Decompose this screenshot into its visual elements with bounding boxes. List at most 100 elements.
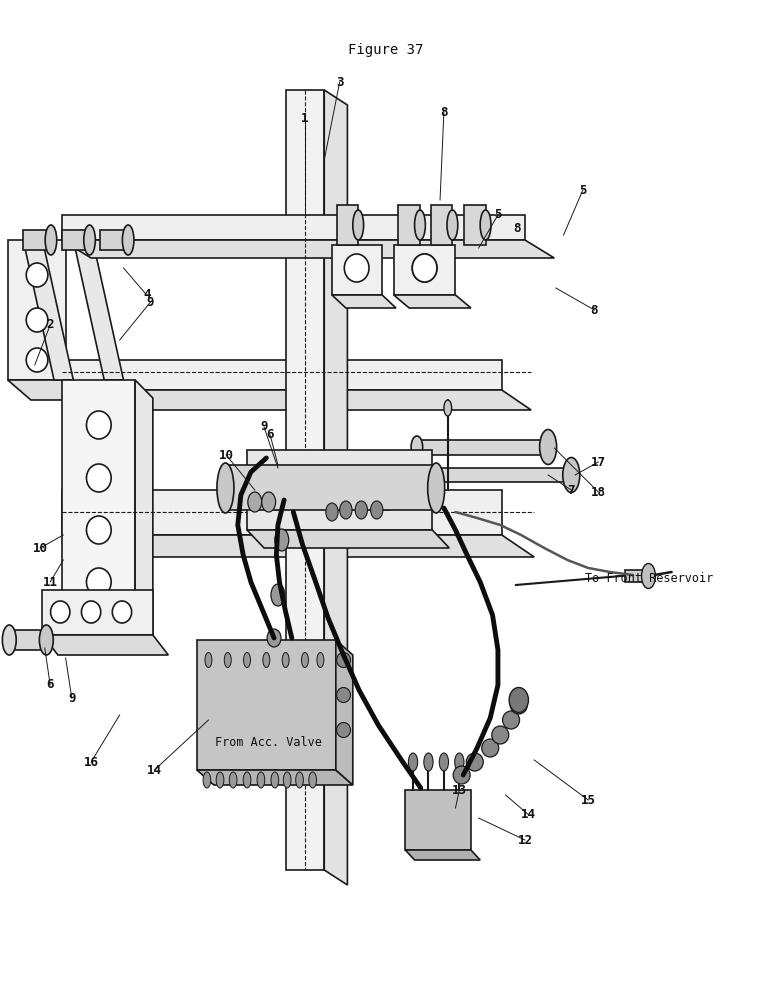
Polygon shape <box>394 245 455 295</box>
Text: 8: 8 <box>513 222 521 234</box>
Ellipse shape <box>503 711 520 729</box>
Ellipse shape <box>271 584 285 606</box>
Polygon shape <box>42 635 168 655</box>
Polygon shape <box>337 205 358 245</box>
Text: 14: 14 <box>147 764 162 776</box>
Ellipse shape <box>39 625 53 655</box>
Polygon shape <box>336 640 353 785</box>
Text: 17: 17 <box>591 456 606 468</box>
Text: From Acc. Valve: From Acc. Valve <box>215 736 321 748</box>
Polygon shape <box>8 240 66 380</box>
Ellipse shape <box>455 753 464 771</box>
Ellipse shape <box>86 464 111 492</box>
Ellipse shape <box>453 766 470 784</box>
Polygon shape <box>286 90 324 870</box>
Ellipse shape <box>424 753 433 771</box>
Ellipse shape <box>482 739 499 757</box>
Text: 9: 9 <box>147 296 154 308</box>
Ellipse shape <box>283 653 289 668</box>
Ellipse shape <box>86 411 111 439</box>
Text: 3: 3 <box>336 76 344 89</box>
Polygon shape <box>394 295 471 308</box>
Polygon shape <box>62 490 502 535</box>
Text: 8: 8 <box>440 105 448 118</box>
Polygon shape <box>62 390 531 410</box>
Polygon shape <box>431 205 452 245</box>
Ellipse shape <box>355 501 367 519</box>
Polygon shape <box>42 590 153 635</box>
Ellipse shape <box>262 470 290 510</box>
Ellipse shape <box>216 772 224 788</box>
Polygon shape <box>9 630 46 650</box>
Text: 18: 18 <box>591 486 606 498</box>
Ellipse shape <box>86 568 111 596</box>
Ellipse shape <box>408 753 418 771</box>
Text: 5: 5 <box>494 209 502 222</box>
Ellipse shape <box>51 601 69 623</box>
Polygon shape <box>62 240 554 258</box>
Ellipse shape <box>510 696 527 714</box>
Ellipse shape <box>217 463 234 513</box>
Ellipse shape <box>309 772 317 788</box>
Ellipse shape <box>318 470 346 510</box>
Text: 6: 6 <box>266 428 274 442</box>
Ellipse shape <box>275 529 289 551</box>
Ellipse shape <box>205 653 212 668</box>
Ellipse shape <box>26 348 48 372</box>
Text: 14: 14 <box>521 808 537 821</box>
Polygon shape <box>197 640 336 770</box>
Polygon shape <box>332 295 396 308</box>
Text: 5: 5 <box>579 184 587 196</box>
Ellipse shape <box>337 653 350 668</box>
Ellipse shape <box>480 210 491 240</box>
Ellipse shape <box>26 308 48 332</box>
Polygon shape <box>417 440 548 455</box>
Polygon shape <box>225 465 436 510</box>
Ellipse shape <box>122 225 134 255</box>
Ellipse shape <box>317 653 324 668</box>
Polygon shape <box>247 530 449 548</box>
Polygon shape <box>247 450 432 530</box>
Ellipse shape <box>248 492 262 512</box>
Polygon shape <box>197 770 353 785</box>
Text: 6: 6 <box>46 679 54 692</box>
Ellipse shape <box>411 436 423 458</box>
Text: 4: 4 <box>143 288 151 301</box>
Ellipse shape <box>326 503 338 521</box>
Ellipse shape <box>244 653 250 668</box>
Text: 11: 11 <box>42 575 58 588</box>
Polygon shape <box>405 850 480 860</box>
Text: Figure 37: Figure 37 <box>348 43 424 57</box>
Polygon shape <box>332 245 382 295</box>
Ellipse shape <box>337 722 350 738</box>
Ellipse shape <box>444 400 452 416</box>
Ellipse shape <box>81 601 100 623</box>
Ellipse shape <box>412 254 437 282</box>
Text: 10: 10 <box>218 449 234 462</box>
Ellipse shape <box>428 463 445 513</box>
Ellipse shape <box>301 653 309 668</box>
Polygon shape <box>100 230 128 250</box>
Ellipse shape <box>374 470 401 510</box>
Ellipse shape <box>344 254 369 282</box>
Ellipse shape <box>267 629 281 647</box>
Polygon shape <box>398 205 420 245</box>
Ellipse shape <box>439 753 449 771</box>
Ellipse shape <box>447 210 458 240</box>
Polygon shape <box>62 620 153 640</box>
Text: 13: 13 <box>452 784 467 796</box>
Ellipse shape <box>415 210 425 240</box>
Ellipse shape <box>243 772 251 788</box>
Ellipse shape <box>371 501 383 519</box>
Ellipse shape <box>353 210 364 240</box>
Polygon shape <box>27 340 62 390</box>
Polygon shape <box>62 380 135 620</box>
Ellipse shape <box>113 601 131 623</box>
Polygon shape <box>23 230 51 250</box>
Polygon shape <box>23 240 73 380</box>
Ellipse shape <box>262 492 276 512</box>
Ellipse shape <box>466 753 483 771</box>
Text: 7: 7 <box>567 484 575 496</box>
Ellipse shape <box>642 563 655 588</box>
Ellipse shape <box>203 772 211 788</box>
